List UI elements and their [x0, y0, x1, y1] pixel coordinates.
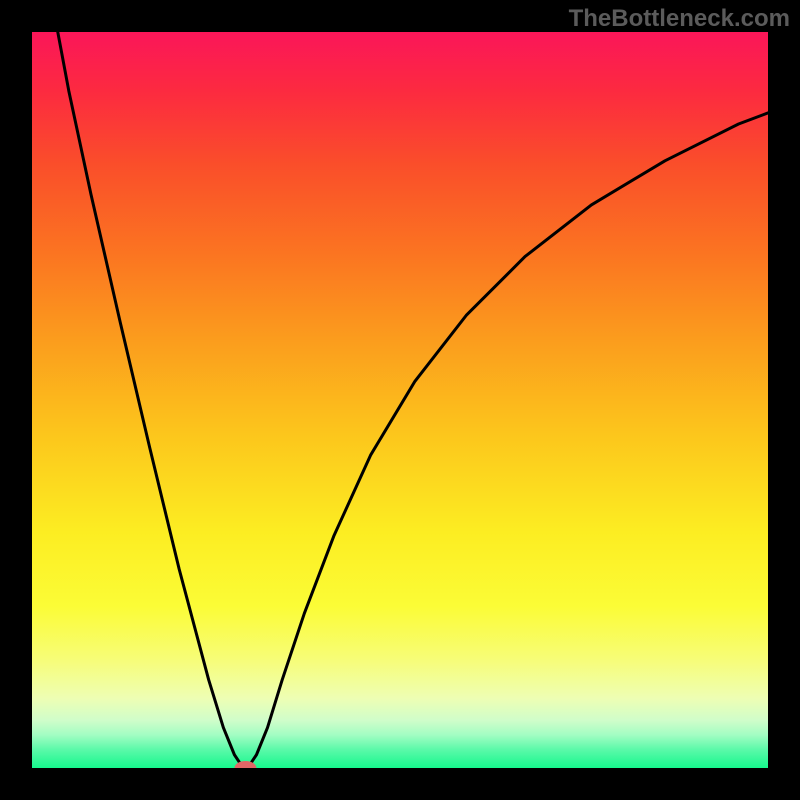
chart-svg: TheBottleneck.com [0, 0, 800, 800]
chart-background [32, 32, 768, 768]
watermark-text: TheBottleneck.com [569, 5, 790, 32]
bottleneck-chart: TheBottleneck.com [0, 0, 800, 800]
